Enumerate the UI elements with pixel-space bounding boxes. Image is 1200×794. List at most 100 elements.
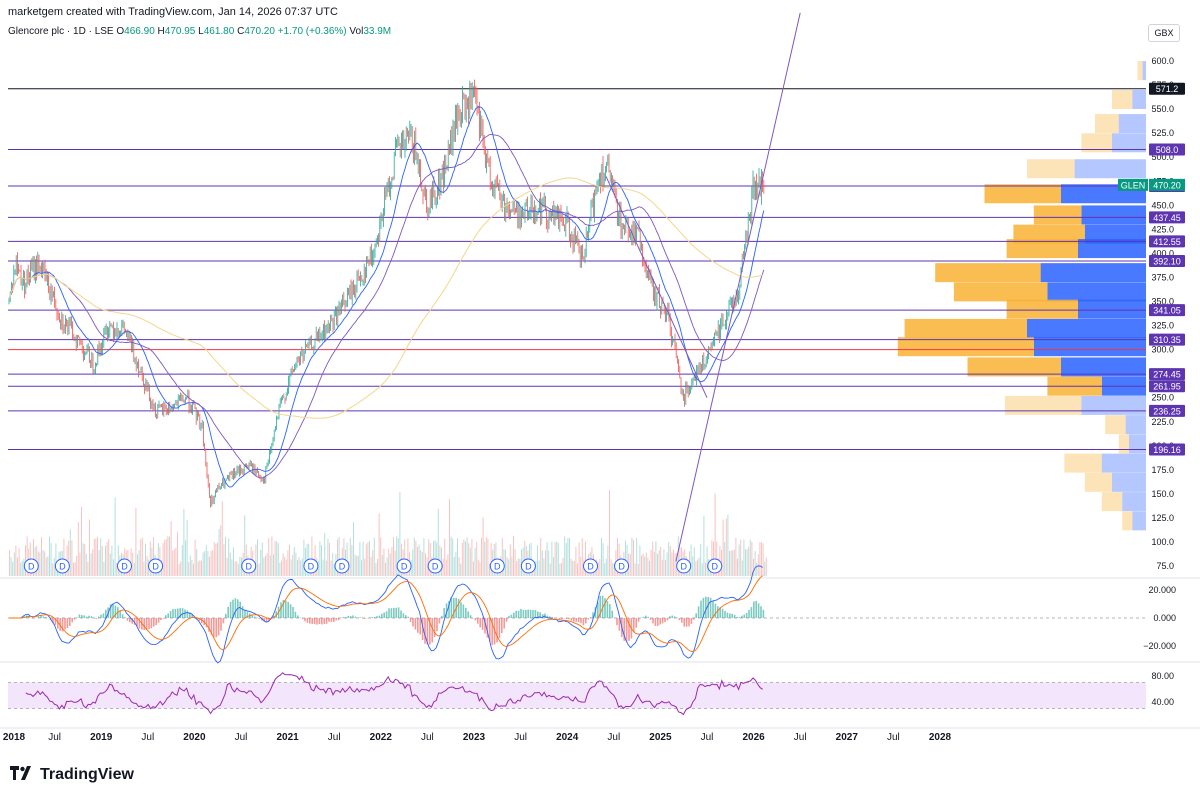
volume-bar bbox=[229, 552, 231, 576]
macd-histogram-bar bbox=[220, 618, 222, 631]
volume-bar bbox=[327, 538, 329, 576]
volume-profile-down-bar bbox=[1033, 205, 1082, 225]
macd-histogram-bar bbox=[109, 604, 112, 618]
macd-histogram-bar bbox=[100, 614, 102, 618]
volume-profile-down-bar bbox=[1137, 61, 1143, 81]
macd-histogram-bar bbox=[90, 616, 93, 618]
macd-histogram-bar bbox=[738, 617, 741, 618]
volume-bar bbox=[260, 549, 262, 576]
macd-histogram-bar bbox=[573, 618, 575, 622]
macd-histogram-bar bbox=[676, 617, 678, 618]
volume-profile-up-bar bbox=[1074, 159, 1146, 179]
volume-bar bbox=[338, 536, 340, 576]
volume-bar bbox=[87, 561, 89, 576]
macd-histogram-bar bbox=[376, 616, 378, 618]
dividend-marker: D bbox=[23, 558, 39, 574]
volume-bar bbox=[289, 544, 290, 576]
macd-histogram-bar bbox=[575, 618, 577, 622]
volume-bar bbox=[244, 515, 246, 576]
volume-bar bbox=[217, 542, 218, 576]
macd-histogram-bar bbox=[292, 607, 294, 618]
macd-histogram-bar bbox=[112, 603, 114, 618]
price-level-tag bbox=[1149, 443, 1185, 456]
macd-histogram-bar bbox=[369, 617, 371, 618]
macd-histogram-bar bbox=[532, 609, 534, 618]
price-level-tag bbox=[1149, 380, 1185, 393]
macd-histogram-bar bbox=[88, 615, 90, 618]
volume-bar bbox=[33, 539, 34, 576]
volume-bar bbox=[223, 544, 225, 576]
volume-bar bbox=[111, 545, 113, 576]
volume-bar bbox=[481, 537, 482, 576]
macd-histogram-bar bbox=[642, 616, 645, 618]
macd-histogram-bar bbox=[683, 618, 685, 627]
price-level-tag bbox=[1149, 333, 1185, 346]
price-level-tag bbox=[1149, 143, 1185, 156]
volume-bar bbox=[653, 551, 655, 576]
volume-bar bbox=[180, 561, 182, 576]
y-axis-tick: 550.0 bbox=[1151, 104, 1174, 114]
macd-histogram-bar bbox=[587, 618, 589, 620]
price-level-tag bbox=[1149, 304, 1185, 317]
macd-histogram-bar bbox=[448, 601, 450, 618]
volume-bar bbox=[730, 550, 732, 576]
volume-profile-up-bar bbox=[1132, 511, 1146, 531]
macd-histogram-bar bbox=[405, 615, 407, 618]
y-axis-tick: 325.0 bbox=[1151, 321, 1174, 331]
volume-bar bbox=[609, 490, 610, 576]
macd-histogram-bar bbox=[85, 616, 88, 618]
volume-bar bbox=[293, 547, 295, 576]
macd-histogram-bar bbox=[419, 618, 421, 635]
price-level-tag bbox=[1149, 235, 1185, 248]
volume-bar bbox=[93, 538, 95, 576]
volume-bar bbox=[546, 542, 548, 576]
volume-bar bbox=[146, 556, 148, 576]
macd-histogram-bar bbox=[731, 613, 733, 618]
volume-bar bbox=[450, 536, 452, 576]
volume-profile-up-bar bbox=[1084, 224, 1146, 244]
volume-bar bbox=[281, 560, 282, 576]
volume-profile-up-bar bbox=[1122, 492, 1146, 512]
macd-histogram-bar bbox=[157, 618, 160, 623]
macd-histogram-bar bbox=[544, 613, 546, 618]
macd-histogram-bar bbox=[745, 613, 748, 618]
volume-bar bbox=[298, 557, 300, 576]
volume-bar bbox=[626, 545, 628, 576]
price-level-tag-label: 508.0 bbox=[1156, 145, 1179, 155]
volume-bar bbox=[385, 562, 386, 576]
volume-bar bbox=[53, 557, 55, 576]
volume-profile-up-bar bbox=[1078, 299, 1146, 319]
volume-bar bbox=[370, 556, 372, 576]
volume-bar bbox=[377, 559, 378, 576]
currency-button[interactable]: GBX bbox=[1148, 24, 1180, 42]
volume-bar bbox=[673, 549, 674, 576]
macd-histogram-bar bbox=[597, 601, 599, 618]
volume-bar bbox=[349, 537, 351, 576]
volume-bar bbox=[700, 544, 702, 576]
volume-profile-up-bar bbox=[1047, 282, 1146, 302]
macd-histogram-bar bbox=[400, 610, 402, 618]
low-value: 461.80 bbox=[203, 26, 235, 37]
time-axis-tick: 2023 bbox=[463, 732, 486, 743]
volume-bar bbox=[749, 539, 751, 576]
volume-bar bbox=[133, 563, 135, 576]
macd-histogram-bar bbox=[393, 607, 395, 618]
dividend-marker: D bbox=[676, 558, 692, 574]
volume-bar bbox=[101, 546, 103, 576]
macd-histogram-bar bbox=[491, 618, 493, 645]
volume-profile-down-bar bbox=[984, 184, 1061, 204]
volume-bar bbox=[10, 557, 12, 576]
macd-histogram-bar bbox=[373, 617, 376, 618]
volume-bar bbox=[202, 552, 204, 576]
volume-bar bbox=[745, 549, 746, 576]
volume-bar bbox=[511, 556, 513, 576]
y-axis-tick: 300.0 bbox=[1151, 345, 1174, 355]
dividend-marker-label: D bbox=[59, 562, 66, 572]
macd-histogram-bar bbox=[645, 615, 647, 618]
volume-bar bbox=[117, 545, 119, 576]
volume-bar bbox=[540, 537, 542, 576]
time-axis-tick: 2020 bbox=[183, 732, 206, 743]
volume-bar bbox=[77, 521, 79, 576]
macd-histogram-bar bbox=[589, 617, 592, 618]
